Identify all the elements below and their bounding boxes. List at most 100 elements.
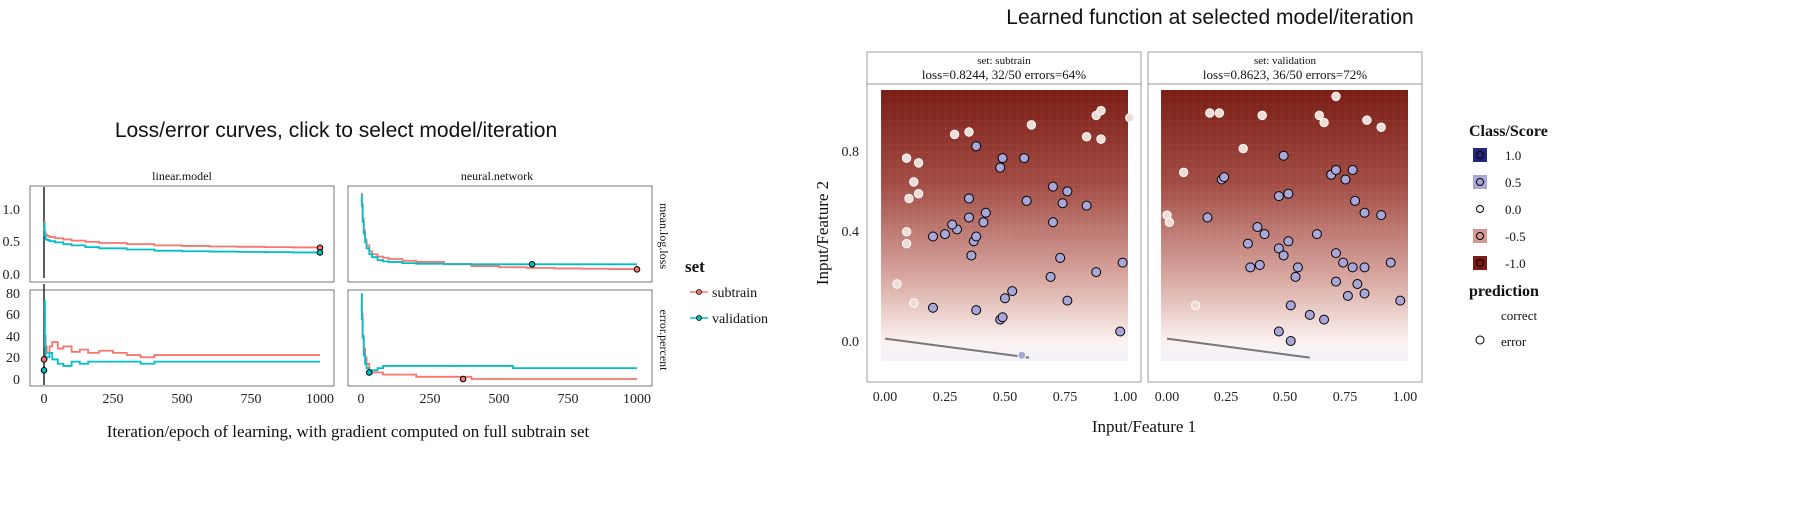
panel-linear-loss[interactable] <box>29 185 335 283</box>
data-point-positive[interactable] <box>1347 262 1358 273</box>
validation-selected-point[interactable] <box>365 369 373 376</box>
data-point-positive[interactable] <box>1285 336 1296 346</box>
subtrain-curve[interactable] <box>360 192 638 270</box>
data-point-positive[interactable] <box>1342 290 1353 301</box>
data-point-negative[interactable] <box>1238 143 1248 154</box>
data-point-negative[interactable] <box>904 193 914 204</box>
data-point-negative[interactable] <box>892 279 902 289</box>
data-point-positive[interactable] <box>1219 172 1230 183</box>
data-point-positive[interactable] <box>1350 195 1361 206</box>
data-point-negative[interactable] <box>1314 110 1325 121</box>
data-point-negative[interactable] <box>1331 91 1341 102</box>
panel-neural-error[interactable] <box>347 289 653 387</box>
data-point-negative[interactable] <box>909 298 919 308</box>
subtrain-curve[interactable] <box>43 299 320 359</box>
subtrain-selected-point[interactable] <box>459 375 467 383</box>
data-point-positive[interactable] <box>1259 229 1270 240</box>
data-point-positive[interactable] <box>1017 350 1027 360</box>
data-point-positive[interactable] <box>1347 165 1358 175</box>
data-point-positive[interactable] <box>971 305 982 316</box>
data-point-positive[interactable] <box>995 162 1006 173</box>
data-point-positive[interactable] <box>1311 229 1322 240</box>
data-point-negative[interactable] <box>1026 120 1037 130</box>
data-point-positive[interactable] <box>966 250 977 261</box>
data-point-positive[interactable] <box>1252 222 1263 232</box>
data-point-positive[interactable] <box>1045 271 1056 282</box>
data-point-positive[interactable] <box>971 141 982 152</box>
data-point-positive[interactable] <box>1395 295 1406 306</box>
data-point-positive[interactable] <box>1278 150 1289 161</box>
data-point-positive[interactable] <box>1048 181 1058 192</box>
data-point-positive[interactable] <box>1055 252 1066 263</box>
data-point-positive[interactable] <box>964 212 974 223</box>
data-point-negative[interactable] <box>1319 117 1329 128</box>
data-point-positive[interactable] <box>1330 248 1341 259</box>
data-point-positive[interactable] <box>1273 191 1284 202</box>
data-point-negative[interactable] <box>909 177 919 187</box>
validation-curve[interactable] <box>360 194 637 266</box>
data-point-negative[interactable] <box>964 127 974 137</box>
data-point-negative[interactable] <box>1096 134 1106 144</box>
data-point-positive[interactable] <box>1285 300 1296 311</box>
data-point-positive[interactable] <box>1292 262 1303 273</box>
data-point-positive[interactable] <box>1081 200 1092 211</box>
data-point-positive[interactable] <box>1385 257 1396 268</box>
validation-selected-point[interactable] <box>528 261 536 268</box>
data-point-positive[interactable] <box>1021 195 1032 206</box>
data-point-positive[interactable] <box>1352 279 1363 289</box>
data-point-negative[interactable] <box>913 189 924 199</box>
data-point-positive[interactable] <box>1007 286 1018 297</box>
data-point-positive[interactable] <box>997 312 1008 323</box>
data-point-positive[interactable] <box>1304 309 1315 320</box>
data-point-positive[interactable] <box>978 217 989 228</box>
data-point-positive[interactable] <box>1202 212 1213 223</box>
data-point-positive[interactable] <box>1319 314 1330 325</box>
subtrain-selected-point[interactable] <box>633 266 641 273</box>
data-point-positive[interactable] <box>1340 174 1351 185</box>
data-point-positive[interactable] <box>1330 165 1341 175</box>
data-point-positive[interactable] <box>928 231 938 242</box>
data-point-negative[interactable] <box>1362 115 1372 125</box>
data-point-negative[interactable] <box>1190 300 1201 311</box>
validation-curve[interactable] <box>43 221 320 254</box>
data-point-positive[interactable] <box>1048 217 1058 228</box>
data-point-negative[interactable] <box>1081 132 1092 142</box>
data-point-negative[interactable] <box>901 227 912 237</box>
data-point-positive[interactable] <box>1338 257 1349 268</box>
data-point-negative[interactable] <box>901 153 912 163</box>
data-point-positive[interactable] <box>980 207 991 218</box>
panel-linear-error[interactable] <box>29 289 335 387</box>
data-point-positive[interactable] <box>1359 207 1370 218</box>
data-point-positive[interactable] <box>928 302 938 313</box>
data-point-positive[interactable] <box>1273 326 1284 337</box>
data-point-positive[interactable] <box>1245 262 1256 273</box>
data-point-positive[interactable] <box>1283 236 1294 247</box>
data-point-negative[interactable] <box>1178 167 1189 178</box>
data-point-positive[interactable] <box>1057 198 1068 209</box>
data-point-positive[interactable] <box>1019 153 1030 164</box>
data-point-positive[interactable] <box>1273 243 1284 254</box>
panel-neural-loss[interactable] <box>347 185 653 283</box>
data-point-positive[interactable] <box>997 153 1008 164</box>
data-point-negative[interactable] <box>1096 105 1106 116</box>
data-point-positive[interactable] <box>1062 186 1073 197</box>
data-point-negative[interactable] <box>1125 113 1135 123</box>
data-point-negative[interactable] <box>913 158 924 168</box>
data-point-negative[interactable] <box>1164 217 1175 227</box>
data-point-positive[interactable] <box>1359 288 1370 299</box>
data-point-positive[interactable] <box>1278 250 1289 261</box>
data-point-positive[interactable] <box>1115 326 1126 337</box>
data-point-positive[interactable] <box>1000 293 1010 304</box>
data-point-negative[interactable] <box>901 238 912 249</box>
validation-selected-point[interactable] <box>316 249 324 256</box>
data-point-positive[interactable] <box>971 231 982 242</box>
data-point-positive[interactable] <box>1359 262 1370 273</box>
data-point-negative[interactable] <box>1257 110 1267 121</box>
data-point-negative[interactable] <box>1205 108 1215 118</box>
data-point-positive[interactable] <box>1242 238 1253 249</box>
data-point-negative[interactable] <box>1214 108 1225 118</box>
data-point-positive[interactable] <box>940 229 950 240</box>
subtrain-selected-point[interactable] <box>40 356 48 363</box>
data-point-positive[interactable] <box>1062 295 1073 306</box>
validation-curve[interactable] <box>360 293 637 372</box>
